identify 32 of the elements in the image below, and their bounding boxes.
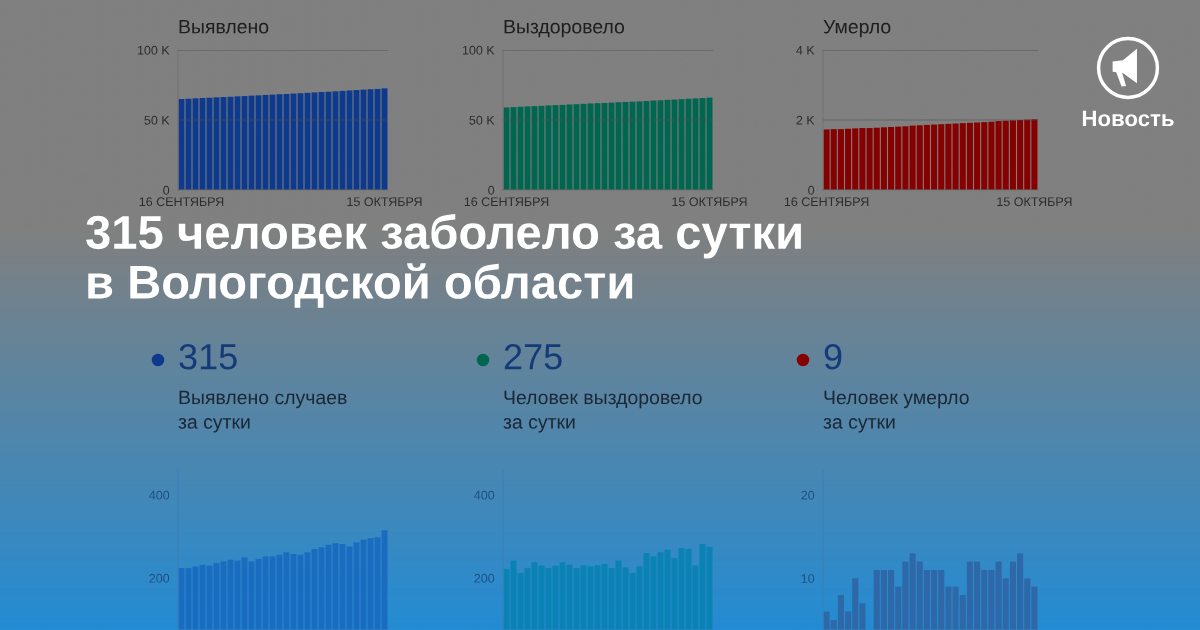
y-tick-label: 0: [488, 185, 495, 195]
chart-title: Выявлено: [179, 19, 269, 34]
chart-subtitle: Человек выздоровело за сутки: [503, 390, 702, 433]
chart-title: Умерло: [823, 19, 891, 38]
x-tick-label: 16 СЕНТЯБРЯ: [784, 197, 869, 207]
y-tick-label: 100 K: [137, 45, 170, 55]
text: 315 человек заболело за сутки в Вологодской области: [86, 214, 801, 308]
y-tick-label: 2 K: [796, 115, 815, 125]
y-tick-label: 100 K: [462, 45, 495, 55]
y-tick-label: 10: [801, 574, 815, 583]
chart-title: 275: [504, 343, 562, 370]
chart-title: 9: [824, 343, 842, 370]
x-tick-label: 15 ОКТЯБРЯ: [347, 197, 422, 207]
y-tick-label: 200: [149, 573, 170, 583]
y-tick-label: 4 K: [796, 45, 815, 55]
chart-title: 315: [179, 343, 237, 370]
chart-title: Выздоровело: [504, 19, 625, 38]
y-tick-label: 20: [801, 490, 815, 500]
y-tick-label: 400: [149, 490, 170, 500]
x-tick-label: 15 ОКТЯБРЯ: [672, 197, 747, 207]
y-tick-label: 400: [474, 490, 495, 500]
text: Новость: [1082, 110, 1174, 127]
y-tick-label: 0: [163, 185, 170, 195]
y-tick-label: 0: [808, 185, 815, 195]
chart-subtitle: Человек умерло за сутки: [823, 390, 969, 433]
x-tick-label: 15 ОКТЯБРЯ: [997, 197, 1072, 207]
x-tick-label: 16 СЕНТЯБРЯ: [464, 197, 549, 207]
x-tick-label: 16 СЕНТЯБРЯ: [139, 197, 224, 207]
y-tick-label: 50 K: [144, 115, 170, 125]
chart-subtitle: Выявлено случаев за сутки: [178, 390, 347, 433]
y-tick-label: 200: [474, 573, 495, 583]
y-tick-label: 50 K: [469, 115, 495, 125]
